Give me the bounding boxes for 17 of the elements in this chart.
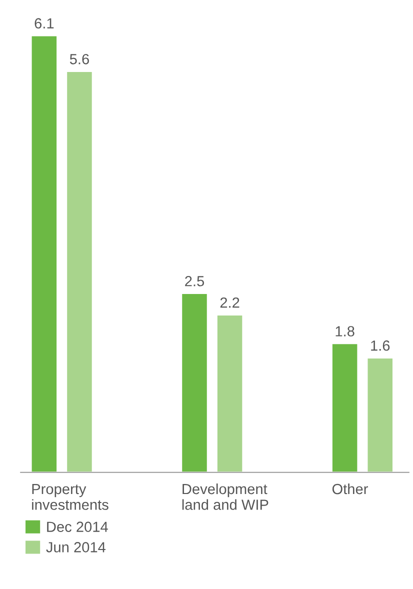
data-label: 1.6 (371, 340, 390, 351)
data-label: 6.1 (34, 18, 54, 29)
data-label: 1.8 (336, 326, 354, 336)
data-label: 2.2 (220, 297, 240, 308)
bar (180, 292, 208, 472)
legend-label: Dec 2014 (47, 522, 108, 532)
bar (366, 357, 394, 472)
bar (66, 70, 94, 472)
bar (331, 342, 359, 472)
data-label: 2.5 (185, 276, 204, 286)
x-tick-label: Other (332, 483, 368, 494)
bar (216, 314, 244, 472)
bar (30, 34, 58, 472)
x-tick-label: Development land and WIP (182, 483, 268, 510)
x-tick-label: Property investments (32, 484, 108, 510)
legend-label: Jun 2014 (46, 542, 106, 552)
data-label: 5.6 (70, 54, 89, 64)
